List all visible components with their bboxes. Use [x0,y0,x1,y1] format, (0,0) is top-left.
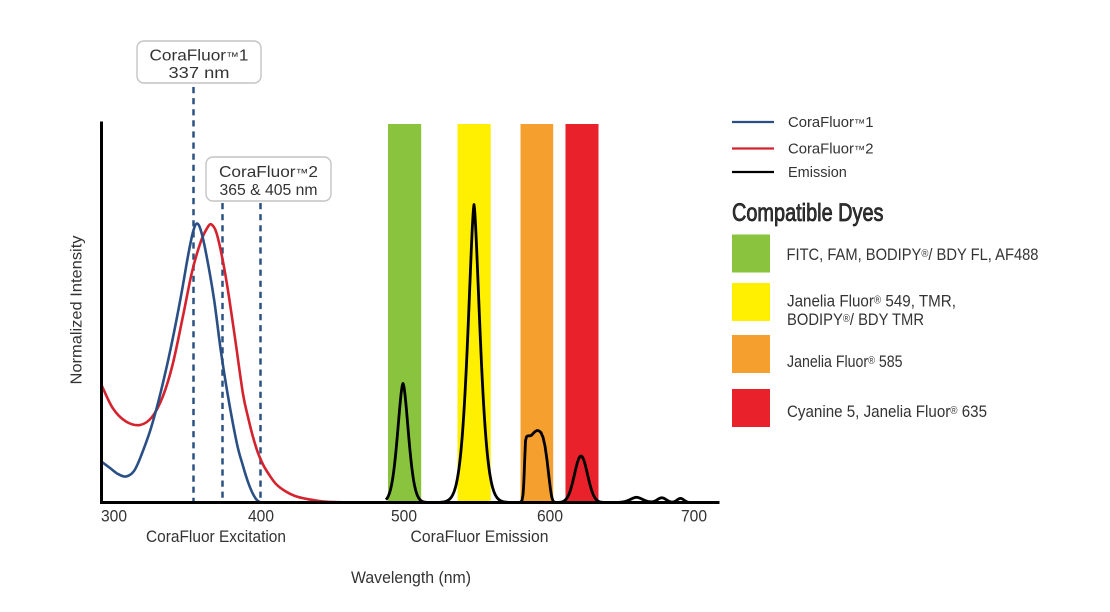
svg-text:Wavelength (nm): Wavelength (nm) [351,568,471,587]
svg-text:500: 500 [391,508,417,526]
svg-text:337 nm: 337 nm [169,65,230,82]
svg-text:Cyanine 5, Janelia Fluor® 635: Cyanine 5, Janelia Fluor® 635 [787,402,987,421]
svg-text:Janelia Fluor® 585: Janelia Fluor® 585 [787,352,903,371]
svg-text:600: 600 [537,508,563,526]
svg-text:700: 700 [681,508,707,526]
svg-text:Janelia Fluor® 549, TMR,: Janelia Fluor® 549, TMR, [787,292,956,311]
svg-text:365 & 405 nm: 365 & 405 nm [220,182,318,199]
svg-text:CoraFluor Excitation: CoraFluor Excitation [146,528,286,546]
svg-text:BODIPY®/ BDY TMR: BODIPY®/ BDY TMR [787,310,924,329]
svg-text:Normalized Intensity: Normalized Intensity [69,236,86,385]
svg-text:400: 400 [248,508,274,526]
svg-text:Emission: Emission [788,165,847,181]
svg-text:300: 300 [101,508,127,526]
svg-text:Compatible Dyes: Compatible Dyes [732,199,884,227]
svg-text:CoraFluor Emission: CoraFluor Emission [411,528,549,546]
svg-text:FITC, FAM, BODIPY®/ BDY FL, AF: FITC, FAM, BODIPY®/ BDY FL, AF488 [787,245,1039,264]
